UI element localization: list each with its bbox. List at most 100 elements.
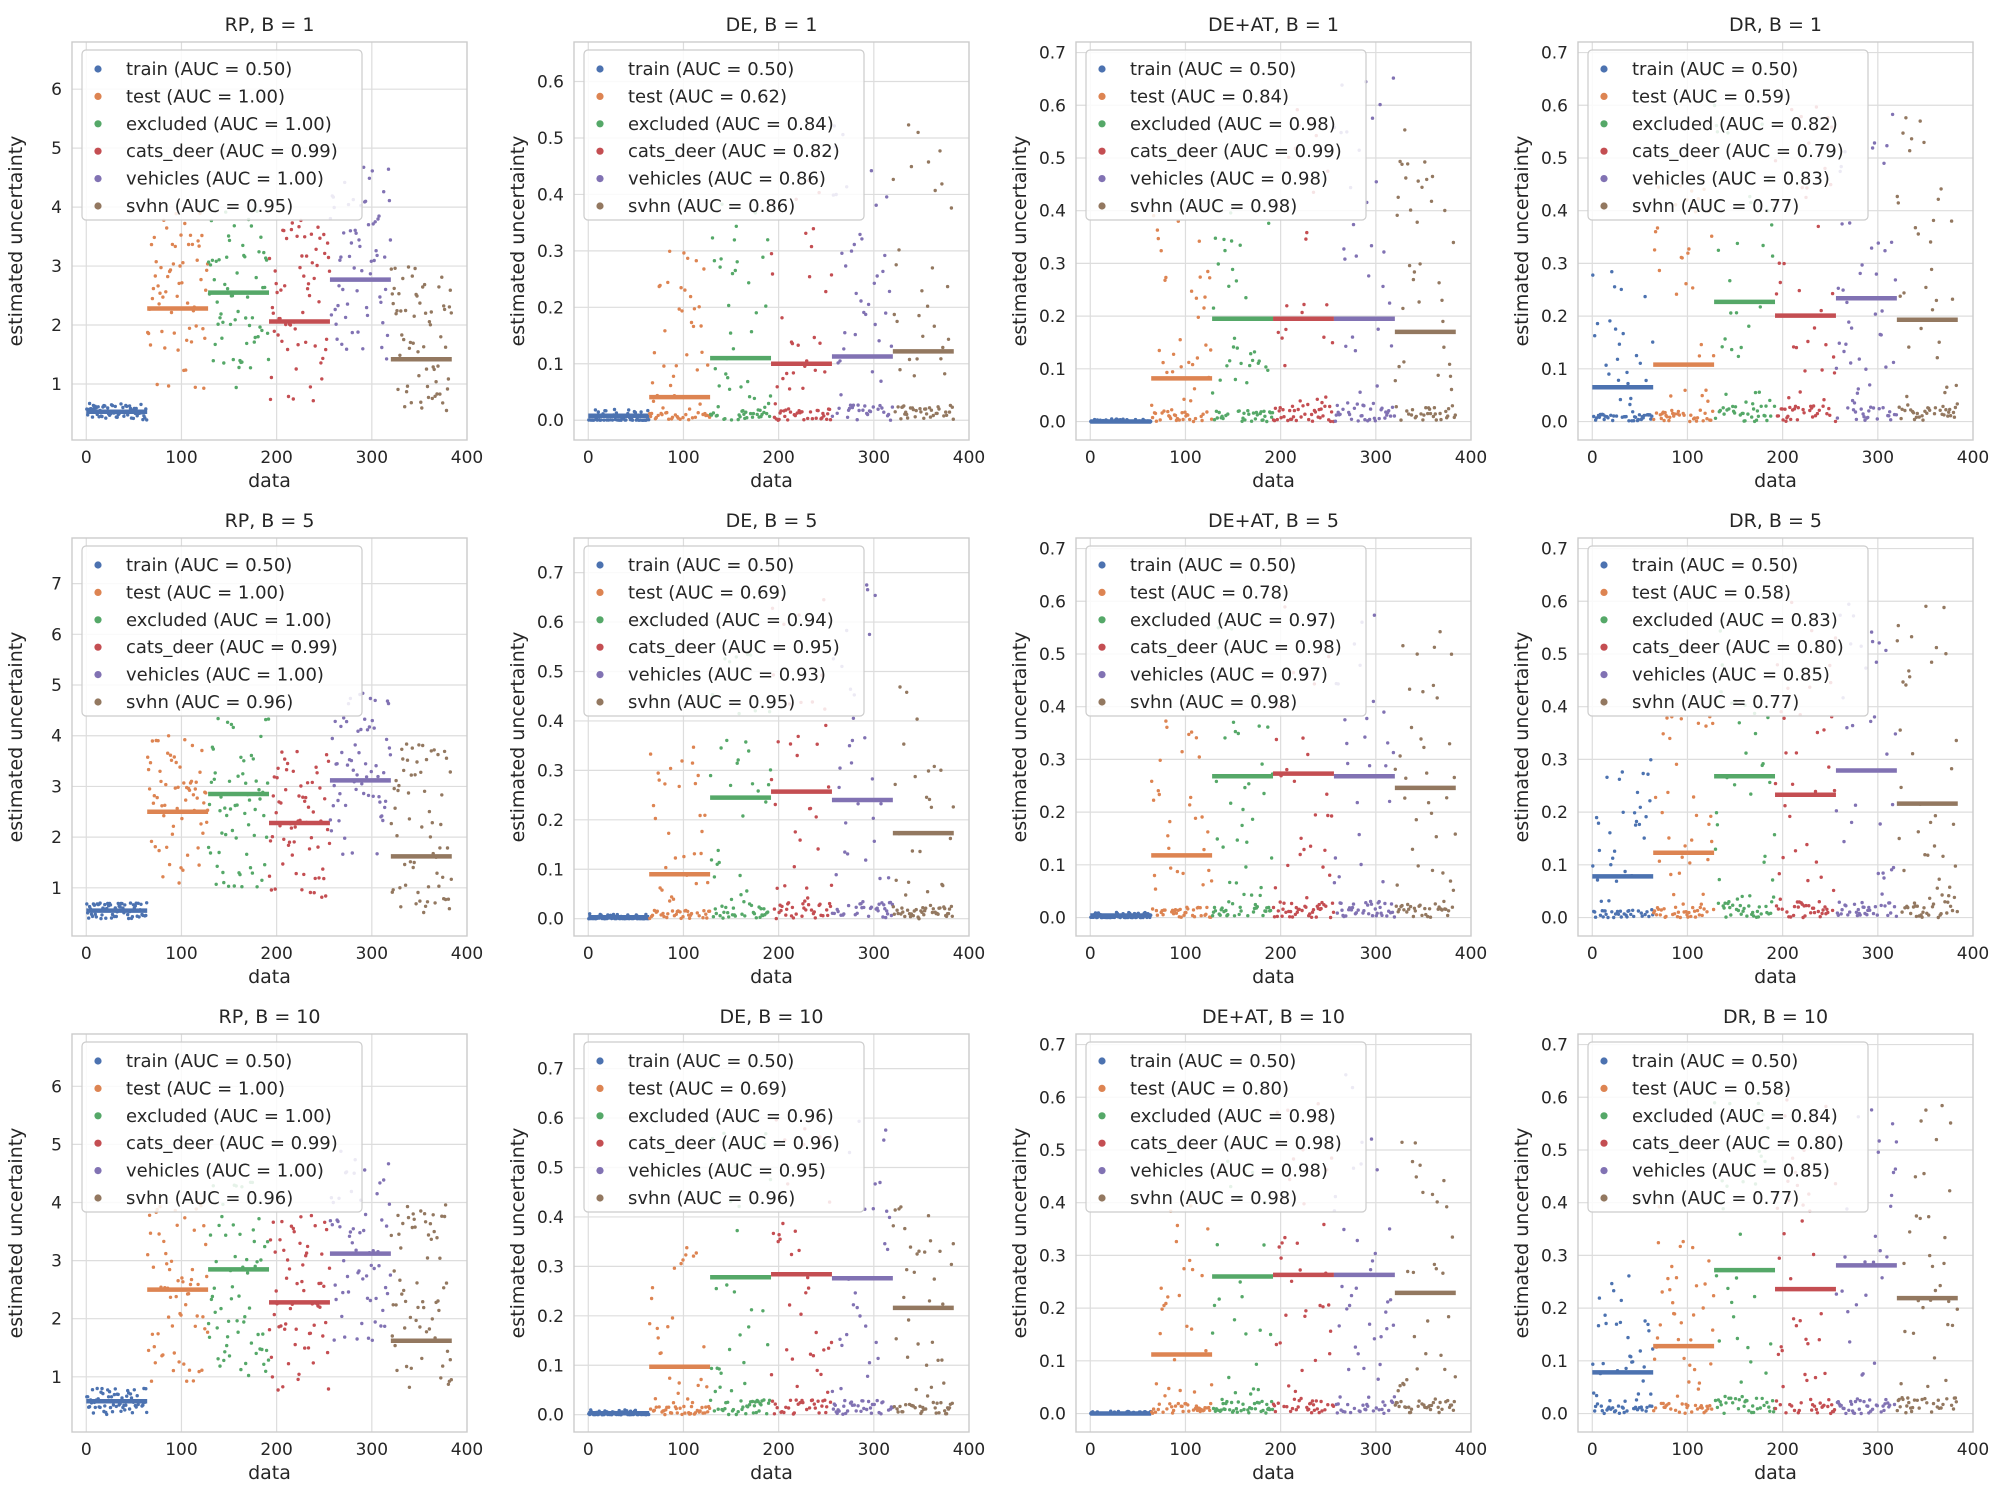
data-point-excluded	[1231, 345, 1236, 349]
data-point-cats_deer	[775, 886, 779, 890]
legend-marker-svhn	[1600, 698, 1608, 706]
data-point-vehicles	[1388, 1298, 1393, 1302]
data-point-svhn	[1933, 406, 1938, 410]
data-point-test	[1676, 409, 1681, 414]
data-point-cats_deer	[818, 902, 822, 906]
data-point-excluded	[1735, 897, 1740, 901]
data-point-svhn	[1933, 814, 1938, 818]
data-point-test	[1687, 247, 1691, 251]
data-point-cats_deer	[1276, 330, 1281, 335]
data-point-cats_deer	[1328, 915, 1333, 920]
data-point-train	[145, 418, 149, 422]
data-point-excluded	[1722, 1411, 1726, 1416]
data-point-svhn	[1926, 853, 1930, 857]
data-point-vehicles	[889, 344, 894, 348]
data-point-vehicles	[353, 743, 357, 747]
data-point-train	[145, 901, 149, 905]
data-point-vehicles	[879, 802, 883, 806]
data-point-cats_deer	[1784, 419, 1788, 423]
data-point-train	[133, 904, 137, 908]
y-tick-label: 0.3	[1039, 254, 1066, 274]
data-point-svhn	[891, 177, 895, 182]
data-point-vehicles	[845, 1409, 850, 1413]
data-point-cats_deer	[1295, 1241, 1300, 1245]
data-point-excluded	[1749, 792, 1753, 796]
data-point-test	[175, 294, 179, 298]
data-point-excluded	[1259, 410, 1263, 414]
data-point-svhn	[894, 1337, 898, 1341]
data-point-svhn	[421, 743, 425, 748]
data-point-test	[694, 259, 698, 263]
data-point-train	[1601, 915, 1605, 919]
legend-entry: excluded (AUC = 0.98)	[1130, 1106, 1336, 1127]
data-point-excluded	[1242, 1407, 1246, 1412]
data-point-svhn	[417, 743, 421, 747]
data-point-test	[146, 1253, 150, 1257]
data-point-cats_deer	[793, 1229, 797, 1233]
data-point-vehicles	[358, 244, 362, 249]
data-point-svhn	[938, 149, 942, 153]
data-point-cats_deer	[824, 1410, 828, 1415]
legend-marker-train	[94, 561, 102, 569]
data-point-test	[1704, 388, 1708, 392]
data-point-excluded	[1214, 409, 1219, 413]
data-point-vehicles	[1875, 913, 1880, 917]
legend-box	[81, 545, 363, 717]
data-point-svhn	[894, 263, 898, 267]
data-point-excluded	[245, 341, 249, 346]
y-tick-label: 0.0	[1039, 413, 1066, 433]
data-point-test	[172, 1351, 176, 1355]
data-point-test	[1686, 251, 1690, 255]
data-point-test	[1205, 905, 1209, 910]
data-point-vehicles	[343, 836, 347, 840]
data-point-cats_deer	[772, 1412, 777, 1416]
data-point-vehicles	[1358, 390, 1362, 394]
data-point-vehicles	[1840, 908, 1844, 912]
data-point-train	[1611, 856, 1615, 860]
data-point-cats_deer	[1275, 914, 1280, 919]
data-point-vehicles	[866, 914, 871, 918]
data-point-test	[1166, 409, 1170, 414]
data-point-vehicles	[1883, 249, 1887, 253]
data-point-svhn	[924, 412, 929, 416]
data-point-cats_deer	[1789, 915, 1793, 919]
legend-marker-test	[1600, 92, 1608, 100]
data-point-svhn	[944, 413, 949, 417]
data-point-vehicles	[845, 415, 850, 419]
data-point-svhn	[1421, 418, 1425, 422]
legend-entry: vehicles (AUC = 0.93)	[628, 665, 826, 686]
x-tick-label: 0	[583, 1440, 594, 1460]
data-point-vehicles	[1372, 613, 1377, 617]
data-point-train	[1643, 294, 1647, 299]
data-point-svhn	[1414, 414, 1419, 419]
data-point-test	[1188, 417, 1192, 422]
data-point-cats_deer	[793, 413, 797, 418]
data-point-svhn	[409, 773, 413, 777]
x-axis-label: data	[1754, 966, 1797, 988]
data-point-test	[193, 1324, 197, 1329]
data-point-cats_deer	[296, 1377, 300, 1382]
data-point-test	[1181, 871, 1185, 876]
data-point-cats_deer	[1776, 907, 1781, 911]
data-point-svhn	[389, 1233, 393, 1238]
data-point-cats_deer	[300, 254, 304, 258]
data-point-vehicles	[1877, 407, 1881, 411]
data-point-test	[1205, 410, 1209, 414]
data-point-svhn	[1409, 1407, 1414, 1411]
data-point-test	[188, 233, 193, 237]
data-point-cats_deer	[304, 1254, 308, 1258]
data-point-excluded	[225, 287, 230, 291]
data-point-vehicles	[1383, 416, 1387, 420]
data-point-excluded	[1225, 1399, 1229, 1404]
data-point-cats_deer	[293, 327, 297, 331]
data-point-svhn	[1425, 771, 1429, 775]
data-point-vehicles	[1337, 875, 1341, 879]
data-point-vehicles	[853, 1291, 857, 1295]
data-point-svhn	[1400, 903, 1404, 908]
data-point-svhn	[928, 903, 933, 908]
data-point-svhn	[1434, 835, 1439, 839]
data-point-vehicles	[1350, 335, 1355, 339]
data-point-vehicles	[365, 313, 370, 318]
data-point-svhn	[397, 783, 401, 788]
y-tick-label: 0.3	[1039, 750, 1066, 770]
